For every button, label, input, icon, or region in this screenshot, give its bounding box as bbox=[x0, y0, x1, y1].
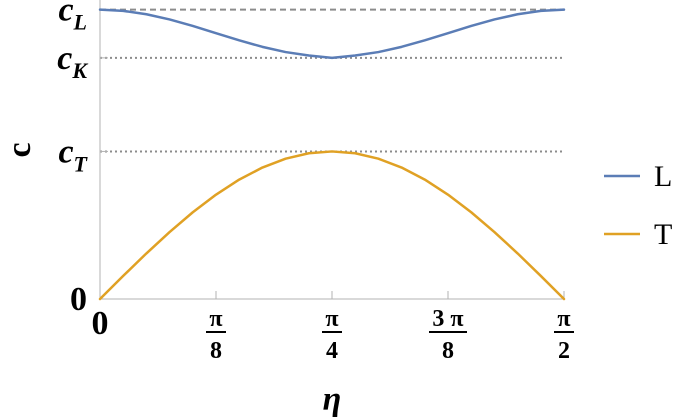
y-tick-label-0: 0 bbox=[70, 281, 87, 318]
x-tick-denominator-1: 8 bbox=[210, 338, 222, 364]
series-line-L bbox=[98, 8, 566, 60]
x-tick-denominator-3: 8 bbox=[442, 338, 454, 364]
legend-label-L: L bbox=[654, 160, 672, 193]
x-tick-label-0: 0 bbox=[92, 305, 109, 342]
y-tick-label-2: cK bbox=[57, 40, 88, 83]
legend-label-T: T bbox=[654, 218, 672, 251]
y-tick-label-3: cL bbox=[58, 0, 87, 35]
x-tick-numerator-1: π bbox=[209, 306, 222, 332]
x-ticks: 0 π 8 π 4 3 π 8 π 2 bbox=[92, 291, 574, 364]
legend: LT bbox=[604, 160, 672, 251]
series-line-T bbox=[98, 150, 566, 301]
x-tick-denominator-2: 4 bbox=[326, 338, 338, 364]
y-axis-label: c bbox=[1, 142, 38, 157]
y-ticks: 0 cT cK cL bbox=[57, 0, 108, 318]
reference-lines bbox=[100, 8, 564, 153]
series-lines bbox=[98, 8, 566, 301]
x-tick-numerator-4: π bbox=[557, 306, 570, 332]
x-tick-denominator-4: 2 bbox=[558, 338, 570, 364]
x-axis-label: η bbox=[323, 381, 342, 418]
y-tick-label-1: cT bbox=[58, 133, 88, 176]
x-tick-numerator-3: 3 π bbox=[432, 306, 463, 332]
x-tick-numerator-2: π bbox=[325, 306, 338, 332]
